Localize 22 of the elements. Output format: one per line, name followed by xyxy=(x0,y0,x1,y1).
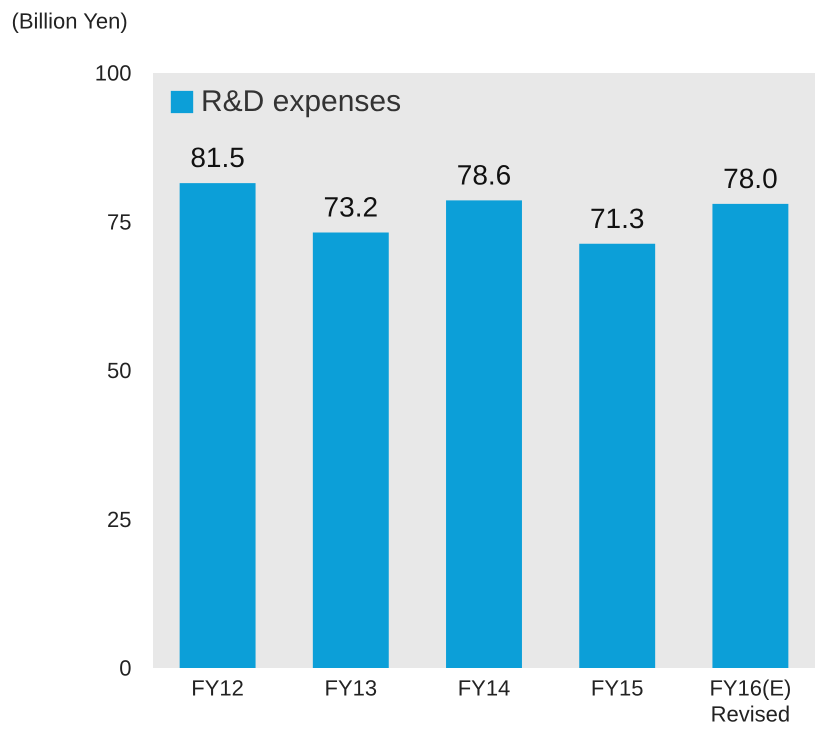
bar xyxy=(446,200,522,668)
bar xyxy=(712,204,788,668)
data-label: 78.0 xyxy=(723,162,778,194)
data-label: 71.3 xyxy=(590,202,644,234)
y-tick-label: 75 xyxy=(107,209,132,234)
bar xyxy=(579,244,656,668)
bar xyxy=(180,183,256,668)
bar xyxy=(312,232,389,668)
legend-label: R&D expenses xyxy=(201,85,402,118)
x-tick-label: FY15 xyxy=(590,676,644,700)
data-label: 78.6 xyxy=(456,159,512,190)
x-tick-label: FY13 xyxy=(324,676,378,700)
y-tick-label: 100 xyxy=(94,60,132,86)
y-tick-label: 0 xyxy=(119,656,132,680)
y-axis-title: (Billion Yen) xyxy=(12,8,128,34)
data-label: 73.2 xyxy=(324,191,378,222)
y-tick-label: 50 xyxy=(107,358,132,383)
x-tick-label: FY12 xyxy=(191,676,244,700)
x-tick-label: FY16(E) Revised xyxy=(709,676,792,726)
data-label: 81.5 xyxy=(190,142,245,174)
y-tick-label: 25 xyxy=(107,506,132,532)
x-tick-label: FY14 xyxy=(458,676,510,700)
